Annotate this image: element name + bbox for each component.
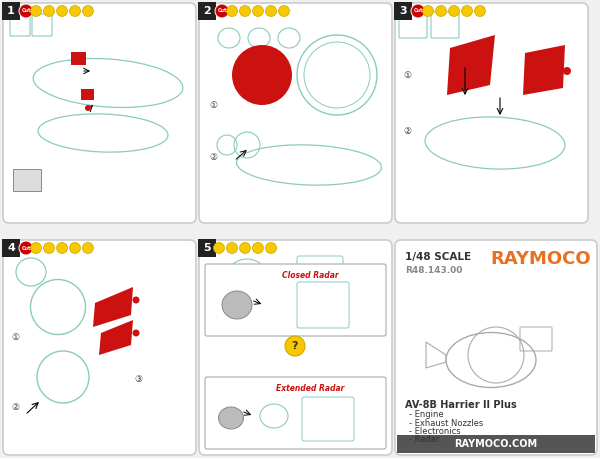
Text: RAYMOCO: RAYMOCO (490, 250, 591, 268)
Circle shape (44, 242, 55, 253)
Circle shape (227, 5, 238, 16)
Bar (198, 239, 216, 257)
FancyBboxPatch shape (205, 377, 386, 449)
Text: Cut: Cut (22, 245, 31, 251)
Text: 2: 2 (203, 6, 211, 16)
Polygon shape (93, 287, 133, 327)
Circle shape (265, 242, 277, 253)
Circle shape (31, 242, 41, 253)
Circle shape (239, 5, 251, 16)
Bar (81, 89, 94, 100)
Text: 5: 5 (203, 243, 211, 253)
Circle shape (278, 5, 290, 16)
Circle shape (265, 5, 277, 16)
Text: ①: ① (403, 71, 411, 80)
FancyBboxPatch shape (199, 3, 392, 223)
Text: ③: ③ (134, 376, 142, 385)
Polygon shape (99, 320, 133, 355)
Circle shape (239, 242, 251, 253)
FancyBboxPatch shape (199, 240, 392, 455)
Text: Closed Radar: Closed Radar (281, 271, 338, 280)
Polygon shape (447, 35, 495, 95)
Circle shape (44, 5, 55, 16)
Text: Extended Radar: Extended Radar (276, 384, 344, 393)
Text: ①: ① (11, 333, 19, 342)
Circle shape (232, 45, 292, 105)
FancyBboxPatch shape (395, 240, 597, 455)
Circle shape (56, 242, 67, 253)
Ellipse shape (218, 407, 244, 429)
Circle shape (133, 329, 139, 337)
Circle shape (461, 5, 473, 16)
Circle shape (70, 5, 80, 16)
Text: 1/48 SCALE: 1/48 SCALE (405, 252, 471, 262)
Circle shape (19, 241, 33, 255)
Text: R48.143.00: R48.143.00 (405, 266, 463, 275)
Text: - Electronics: - Electronics (409, 427, 461, 436)
Text: ②: ② (403, 126, 411, 136)
Circle shape (19, 4, 33, 18)
Circle shape (133, 296, 139, 304)
Text: Cut: Cut (217, 9, 227, 13)
Text: Cut: Cut (22, 9, 31, 13)
Circle shape (83, 5, 94, 16)
Circle shape (215, 4, 229, 18)
Circle shape (563, 67, 571, 75)
FancyBboxPatch shape (395, 3, 588, 223)
Circle shape (422, 5, 433, 16)
Text: 3: 3 (399, 6, 407, 16)
Text: ①: ① (209, 100, 217, 109)
Circle shape (475, 5, 485, 16)
Circle shape (31, 5, 41, 16)
Circle shape (436, 5, 446, 16)
Text: - Engine: - Engine (409, 410, 443, 419)
Text: ?: ? (292, 341, 298, 351)
Bar (397, 435, 595, 453)
Text: - Radar: - Radar (409, 436, 439, 445)
Text: - Exhaust Nozzles: - Exhaust Nozzles (409, 419, 483, 427)
Text: AV-8B Harrier II Plus: AV-8B Harrier II Plus (405, 400, 517, 410)
Polygon shape (523, 45, 565, 95)
Bar (394, 2, 412, 20)
Bar (71, 52, 86, 65)
FancyBboxPatch shape (205, 264, 386, 336)
Text: ②: ② (11, 403, 19, 411)
Text: Cut: Cut (413, 9, 422, 13)
Bar (2, 239, 20, 257)
Text: 4: 4 (7, 243, 15, 253)
Circle shape (56, 5, 67, 16)
Circle shape (227, 242, 238, 253)
Circle shape (285, 336, 305, 356)
Ellipse shape (222, 291, 252, 319)
Text: RAYMOCO.COM: RAYMOCO.COM (454, 439, 538, 449)
Circle shape (214, 242, 224, 253)
FancyBboxPatch shape (3, 240, 196, 455)
Circle shape (411, 4, 425, 18)
Circle shape (253, 242, 263, 253)
Bar (198, 2, 216, 20)
Bar (2, 2, 20, 20)
FancyBboxPatch shape (3, 3, 196, 223)
Circle shape (449, 5, 460, 16)
Text: 1: 1 (7, 6, 15, 16)
Circle shape (253, 5, 263, 16)
Bar (13, 169, 41, 191)
Text: ②: ② (209, 153, 217, 163)
Circle shape (85, 105, 91, 111)
Circle shape (83, 242, 94, 253)
Circle shape (70, 242, 80, 253)
